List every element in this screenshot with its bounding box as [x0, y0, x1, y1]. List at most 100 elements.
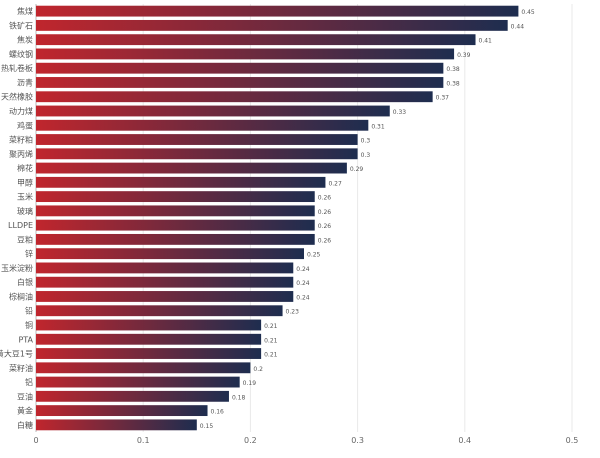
- bar: [36, 119, 369, 131]
- value-label: 0.23: [286, 309, 300, 316]
- category-label: 豆油: [17, 391, 33, 401]
- bar: [36, 348, 262, 359]
- category-label: 豆粕: [17, 234, 33, 244]
- bar: [36, 205, 315, 217]
- category-label: 焦煤: [17, 6, 33, 16]
- value-label: 0.26: [318, 209, 332, 216]
- x-tick-label: 0.4: [458, 436, 471, 445]
- bar: [36, 134, 358, 145]
- bar: [36, 105, 390, 117]
- x-tick-label: 0.5: [566, 436, 579, 445]
- bars: [36, 5, 519, 431]
- bar: [36, 248, 304, 260]
- bar: [36, 162, 347, 174]
- x-tick-label: 0.1: [137, 436, 150, 445]
- category-label: 玉米淀粉: [1, 263, 33, 273]
- bar: [36, 233, 315, 245]
- value-label: 0.21: [264, 323, 278, 330]
- category-label: 铁矿石: [9, 20, 33, 30]
- category-label: 铜: [25, 320, 33, 330]
- bar: [36, 91, 433, 103]
- bar: [36, 333, 262, 345]
- category-label: LLDPE: [8, 221, 33, 230]
- value-label: 0.27: [328, 180, 342, 187]
- bar: [36, 191, 315, 203]
- category-label: 鸡蛋: [17, 120, 33, 130]
- category-label: 铝: [25, 377, 33, 387]
- bar: [36, 77, 444, 88]
- category-label: 黄大豆1号: [0, 349, 33, 359]
- category-label: 锌: [25, 249, 33, 259]
- bar: [36, 219, 315, 231]
- bar: [36, 176, 326, 188]
- category-label: 黄金: [17, 406, 33, 416]
- category-label: 焦炭: [17, 35, 33, 45]
- value-label: 0.26: [318, 223, 332, 230]
- bar: [36, 48, 455, 60]
- category-label: 铅: [25, 306, 33, 316]
- bar: [36, 305, 283, 317]
- category-label: 热轧卷板: [1, 63, 33, 73]
- category-label: 白糖: [17, 420, 33, 430]
- value-label: 0.19: [243, 380, 257, 387]
- bar: [36, 62, 444, 74]
- value-label: 0.31: [371, 123, 385, 130]
- category-label: 天然橡胶: [1, 92, 33, 102]
- value-label: 0.38: [446, 80, 460, 87]
- category-label: 棕榈油: [9, 291, 33, 301]
- category-label: 玉米: [17, 192, 33, 202]
- bar: [36, 362, 251, 374]
- bar: [36, 276, 294, 288]
- category-label: 玻璃: [17, 206, 33, 216]
- category-label: 菜籽油: [9, 363, 33, 373]
- value-label: 0.41: [479, 38, 493, 45]
- bar: [36, 390, 229, 402]
- value-label: 0.45: [521, 9, 535, 16]
- value-label: 0.25: [307, 252, 321, 259]
- x-tick-label: 0: [33, 436, 38, 445]
- x-tick-label: 0.3: [351, 436, 364, 445]
- value-label: 0.2: [253, 366, 263, 373]
- value-labels: 0.45 0.44 0.41 0.39 0.38 0.38 0.37 0.33 0.31 0.3 0…: [200, 9, 535, 430]
- grid-lines: [35, 4, 573, 432]
- value-label: 0.37: [436, 95, 450, 102]
- bar: [36, 5, 519, 17]
- value-label: 0.44: [511, 23, 525, 30]
- value-label: 0.3: [361, 152, 371, 159]
- value-label: 0.15: [200, 423, 214, 430]
- value-label: 0.18: [232, 394, 246, 401]
- bar: [36, 148, 358, 160]
- x-tick-label: 0.2: [244, 436, 257, 445]
- category-label: PTA: [18, 335, 33, 344]
- value-label: 0.38: [446, 66, 460, 73]
- category-label: 白银: [17, 277, 33, 287]
- category-label: 聚丙烯: [9, 149, 33, 159]
- category-label: 动力煤: [9, 106, 33, 116]
- category-label: 菜籽粕: [9, 135, 33, 145]
- value-label: 0.26: [318, 237, 332, 244]
- category-label: 棉花: [17, 163, 33, 173]
- value-label: 0.39: [457, 52, 471, 59]
- value-label: 0.3: [361, 138, 371, 145]
- category-label: 甲醇: [17, 177, 33, 187]
- value-label: 0.21: [264, 352, 278, 359]
- bar: [36, 319, 262, 331]
- bar: [36, 291, 294, 302]
- value-label: 0.16: [211, 409, 225, 416]
- category-label: 螺纹钢: [9, 49, 33, 59]
- value-label: 0.24: [296, 266, 310, 273]
- value-label: 0.29: [350, 166, 364, 173]
- bar: [36, 405, 208, 417]
- bar: [36, 419, 197, 431]
- bar: [36, 34, 476, 46]
- bar: [36, 19, 508, 31]
- value-label: 0.26: [318, 195, 332, 202]
- value-label: 0.24: [296, 294, 310, 301]
- x-axis: 0 0.1 0.2 0.3 0.4 0.5: [33, 436, 578, 445]
- bar: [36, 376, 240, 388]
- value-label: 0.21: [264, 337, 278, 344]
- value-label: 0.24: [296, 280, 310, 287]
- value-label: 0.33: [393, 109, 407, 116]
